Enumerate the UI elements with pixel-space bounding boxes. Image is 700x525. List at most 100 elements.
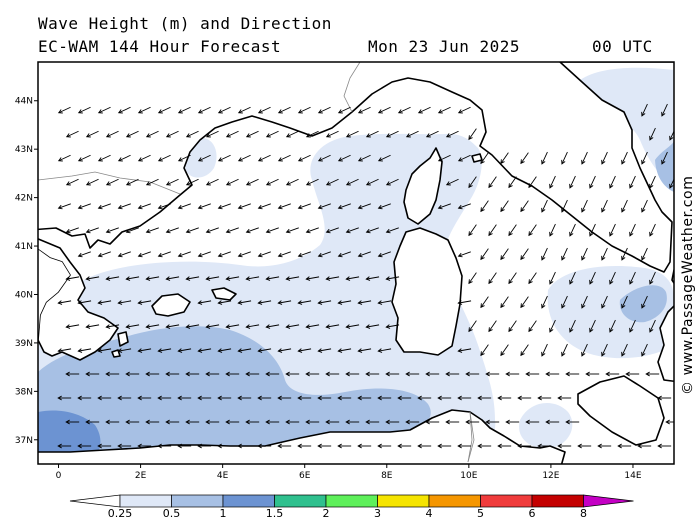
wave-arrow bbox=[345, 371, 360, 377]
wave-arrow bbox=[417, 395, 432, 401]
wave-arrow bbox=[405, 419, 420, 425]
wave-arrow bbox=[649, 175, 656, 189]
wave-arrow bbox=[377, 203, 391, 210]
wave-arrow bbox=[245, 276, 260, 281]
wave-arrow bbox=[237, 348, 252, 353]
wave-arrow bbox=[497, 443, 512, 449]
land-calabria bbox=[657, 304, 674, 383]
wave-arrow bbox=[117, 203, 131, 210]
wave-arrow bbox=[605, 371, 620, 377]
wave-arrow bbox=[377, 348, 392, 353]
wave-arrow bbox=[317, 106, 331, 114]
wave-arrow bbox=[629, 223, 636, 237]
wave-arrow bbox=[385, 324, 400, 329]
legend-label: 8 bbox=[580, 507, 587, 520]
wave-arrow bbox=[561, 199, 568, 213]
wave-arrow bbox=[157, 106, 171, 114]
wave-arrow bbox=[165, 419, 180, 425]
wave-arrow bbox=[345, 276, 360, 281]
wave-arrow bbox=[500, 152, 509, 165]
wave-arrow bbox=[629, 319, 636, 333]
wave-arrow bbox=[397, 106, 411, 114]
land-elba bbox=[471, 153, 483, 163]
wave-band-light-northeast bbox=[580, 67, 674, 185]
wave-arrow bbox=[488, 320, 497, 333]
wave-arrow bbox=[265, 178, 279, 186]
wave-arrow bbox=[541, 295, 548, 309]
wave-arrow bbox=[541, 247, 548, 261]
wave-arrow bbox=[217, 154, 231, 162]
wave-arrow bbox=[325, 276, 340, 281]
lat-tick-label: 37N bbox=[15, 436, 33, 446]
wave-arrow bbox=[137, 154, 151, 162]
wave-arrow bbox=[525, 419, 540, 425]
lon-tick-label: 14E bbox=[624, 471, 641, 481]
wave-arrow bbox=[508, 272, 517, 285]
wave-arrow bbox=[205, 130, 219, 138]
wave-arrow bbox=[197, 348, 212, 353]
lat-tick-label: 44N bbox=[15, 97, 33, 107]
wave-arrow bbox=[528, 224, 537, 237]
wave-arrow bbox=[77, 300, 92, 305]
border-tunisia bbox=[467, 411, 473, 463]
wave-arrow bbox=[65, 276, 80, 281]
wave-arrow bbox=[357, 348, 372, 353]
wave-arrow bbox=[609, 223, 616, 237]
wave-arrow bbox=[185, 227, 199, 234]
wave-arrow bbox=[285, 130, 299, 138]
wave-arrow bbox=[377, 395, 392, 401]
wave-arrow bbox=[365, 130, 379, 138]
wave-arrow bbox=[485, 419, 500, 425]
wave-arrow bbox=[601, 199, 608, 213]
wave-arrow bbox=[77, 106, 91, 114]
wave-arrow bbox=[157, 348, 172, 353]
wave-arrow bbox=[197, 443, 212, 449]
wave-arrow bbox=[657, 395, 672, 401]
wave-arrow bbox=[197, 251, 211, 258]
wave-arrow bbox=[217, 251, 231, 258]
wave-arrow bbox=[205, 419, 220, 425]
wave-band-medium-northeast bbox=[655, 140, 674, 192]
wave-arrow bbox=[517, 395, 532, 401]
wave-arrow bbox=[520, 344, 529, 357]
wave-arrow bbox=[520, 296, 529, 309]
legend-swatch bbox=[274, 494, 327, 508]
wave-arrow bbox=[657, 443, 672, 449]
wave-arrow bbox=[541, 151, 548, 165]
wave-band-medium-east bbox=[619, 285, 667, 323]
wave-arrow bbox=[457, 203, 471, 210]
wave-arrow bbox=[641, 343, 648, 357]
legend-high-arrow bbox=[583, 494, 634, 508]
wave-arrow bbox=[137, 395, 152, 401]
wave-arrow bbox=[245, 419, 260, 425]
wave-arrow bbox=[561, 247, 568, 261]
lat-tick-label: 43N bbox=[15, 145, 33, 155]
lat-tick-label: 42N bbox=[15, 194, 33, 204]
latitude-axis: 37N 38N 39N 40N 41N 42N 43N 44N bbox=[15, 97, 38, 446]
wave-arrow bbox=[265, 419, 280, 425]
wave-arrow bbox=[325, 130, 339, 138]
wave-arrow bbox=[589, 271, 596, 285]
wave-arrow bbox=[145, 130, 159, 138]
wave-arrow bbox=[77, 443, 92, 449]
wave-arrow bbox=[569, 271, 576, 285]
wave-height-shading bbox=[38, 67, 674, 464]
wave-arrow bbox=[377, 154, 391, 162]
wave-arrow bbox=[257, 154, 271, 162]
wave-arrow bbox=[205, 227, 219, 234]
legend-swatch bbox=[119, 494, 172, 508]
wave-arrow bbox=[549, 271, 556, 285]
wave-arrow bbox=[317, 203, 331, 210]
wave-arrow bbox=[145, 419, 160, 425]
wave-arrow bbox=[609, 319, 616, 333]
wave-arrow bbox=[357, 154, 371, 162]
map-title: Wave Height (m) and Direction bbox=[38, 14, 332, 33]
wave-arrow bbox=[237, 106, 251, 114]
wave-arrow bbox=[145, 371, 160, 377]
wave-arrow bbox=[317, 300, 332, 305]
wave-arrow bbox=[305, 276, 320, 281]
wave-arrow bbox=[57, 154, 71, 162]
wave-arrow bbox=[465, 371, 480, 377]
wave-arrow bbox=[197, 106, 211, 114]
